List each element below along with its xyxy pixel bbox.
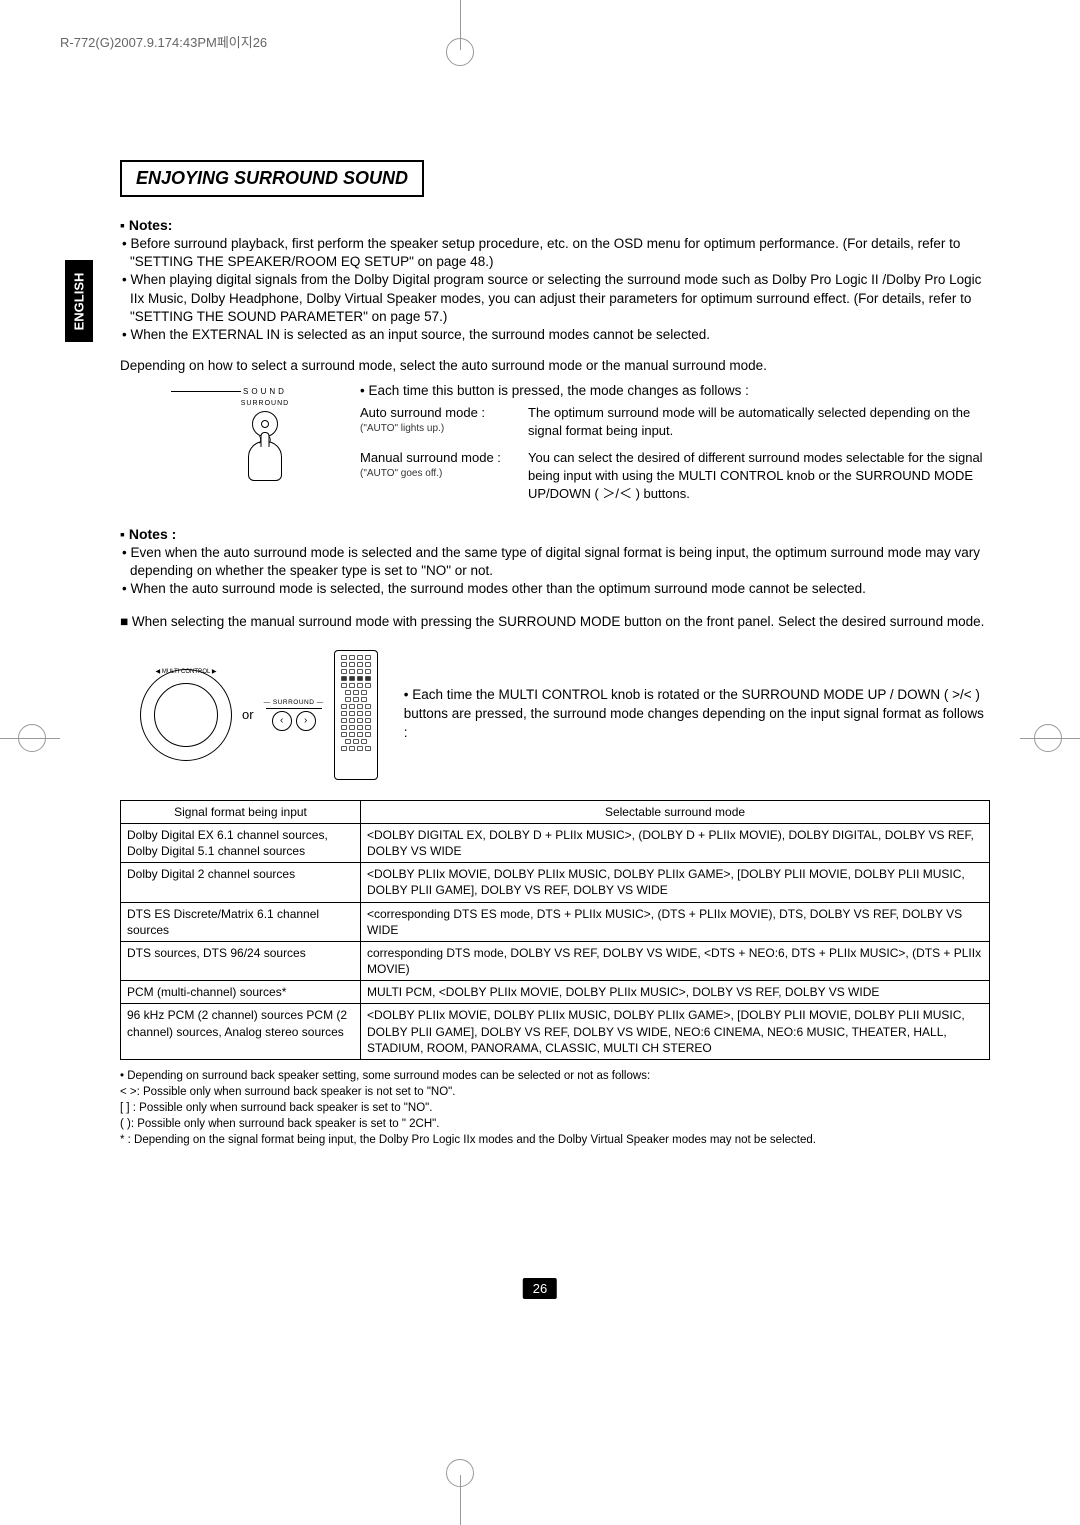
- auto-mode-label: Auto surround mode :: [360, 404, 520, 422]
- notes-heading-2: ▪ Notes :: [120, 526, 990, 542]
- page-number: 26: [523, 1278, 557, 1299]
- table-row: Dolby Digital 2 channel sources<DOLBY PL…: [121, 863, 990, 902]
- language-tab: ENGLISH: [65, 260, 93, 342]
- mode-lead-text: • Each time this button is pressed, the …: [360, 383, 990, 398]
- table-header-1: Signal format being input: [121, 800, 361, 823]
- remote-control-icon: [334, 650, 378, 780]
- footnotes: • Depending on surround back speaker set…: [120, 1068, 990, 1148]
- knob-illustration: ◀ MULTI CONTROL ▶ or — SURROUND — ‹ ›: [140, 650, 378, 780]
- hand-press-icon: [248, 441, 282, 481]
- surround-up-icon: ›: [296, 711, 316, 731]
- signal-mode-table: Signal format being input Selectable sur…: [120, 800, 990, 1060]
- auto-mode-sublabel: ("AUTO" lights up.): [360, 422, 520, 436]
- or-text: or: [242, 707, 254, 722]
- table-row: 96 kHz PCM (2 channel) sources PCM (2 ch…: [121, 1004, 990, 1060]
- multi-control-dial-icon: ◀ MULTI CONTROL ▶: [140, 669, 232, 761]
- section-title: ENJOYING SURROUND SOUND: [120, 160, 424, 197]
- table-row: PCM (multi-channel) sources*MULTI PCM, <…: [121, 981, 990, 1004]
- manual-mode-sublabel: ("AUTO" goes off.): [360, 467, 520, 481]
- manual-mode-body: You can select the desired of different …: [528, 449, 990, 502]
- auto-mode-body: The optimum surround mode will be automa…: [528, 404, 990, 439]
- table-header-2: Selectable surround mode: [361, 800, 990, 823]
- notes-heading-1: ▪ Notes:: [120, 217, 990, 233]
- table-row: DTS sources, DTS 96/24 sourcescorrespond…: [121, 941, 990, 980]
- manual-select-instruction: ■ When selecting the manual surround mod…: [120, 613, 990, 632]
- table-row: DTS ES Discrete/Matrix 6.1 channel sourc…: [121, 902, 990, 941]
- knob-description: • Each time the MULTI CONTROL knob is ro…: [396, 686, 990, 743]
- table-row: Dolby Digital EX 6.1 channel sources, Do…: [121, 823, 990, 862]
- notes-list-2: • Even when the auto surround mode is se…: [120, 544, 990, 599]
- depending-text: Depending on how to select a surround mo…: [120, 358, 990, 373]
- surround-button-illustration: SOUND SURROUND ) ) ): [120, 383, 340, 512]
- notes-list-1: • Before surround playback, first perfor…: [120, 235, 990, 344]
- surround-buttons-label: — SURROUND —: [264, 699, 324, 706]
- manual-mode-label: Manual surround mode :: [360, 449, 520, 467]
- page-header: R-772(G)2007.9.174:43PM페이지26: [60, 32, 267, 51]
- surround-down-icon: ‹: [272, 711, 292, 731]
